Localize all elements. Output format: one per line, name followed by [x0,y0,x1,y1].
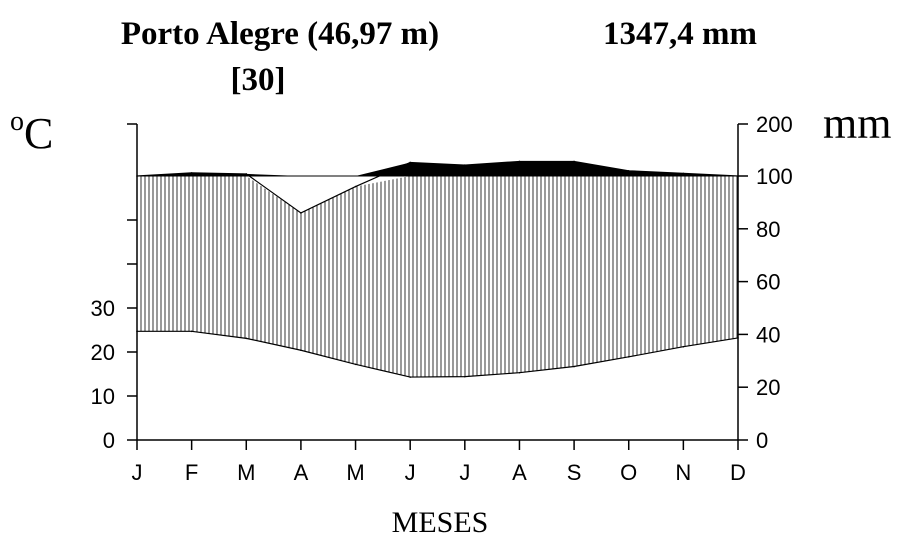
precipitation-point-8 [518,160,521,163]
plot-area: 0 10 20 30 0 20 40 60 80 100 200 J F M A M J J A S O N D [91,112,793,485]
precipitation-point-7 [464,164,466,166]
right-axis-unit: mm [823,99,891,148]
temperature-point-5 [354,363,357,366]
month-label: A [294,460,309,485]
left-axis-unit: oC [10,106,53,158]
month-label: A [512,460,527,485]
superhumid-period-fill [137,161,738,176]
precipitation-point-5 [354,185,357,188]
right-tick-label: 20 [756,375,780,400]
right-tick-label: 0 [756,428,768,453]
temperature-point-10 [627,356,630,358]
right-tick-label: 100 [756,164,793,189]
right-tick-label: 40 [756,322,780,347]
chart-subtitle: [30] [231,62,286,98]
annual-precipitation: 1347,4 mm [603,16,757,52]
right-tick-label: 60 [756,270,780,295]
month-label: J [405,460,416,485]
month-label: J [132,460,143,485]
left-tick-label: 20 [91,340,115,365]
precipitation-point-10 [627,170,630,172]
precipitation-line [136,160,739,214]
month-label: F [185,460,198,485]
month-label: J [459,460,470,485]
month-label: S [567,460,582,485]
x-axis-label: MESES [392,506,489,536]
month-label: M [237,460,255,485]
right-tick-label: 200 [756,112,793,137]
left-tick-label: 0 [103,428,115,453]
temperature-point-11 [682,345,685,348]
precipitation-point-4 [300,212,302,214]
temperature-line [137,330,739,378]
month-label: D [730,460,746,485]
temperature-point-7 [464,375,466,378]
temperature-point-4 [300,349,302,352]
precipitation-point-9 [573,160,575,163]
temperature-point-8 [518,371,521,374]
humid-period-hatch [137,176,738,378]
temperature-point-6 [409,376,411,378]
left-tick-label: 30 [91,296,115,321]
chart-title: Porto Alegre (46,97 m) [121,16,439,52]
left-tick-label: 10 [91,384,115,409]
month-label: N [675,460,691,485]
month-label: O [620,460,637,485]
precipitation-point-11 [682,172,685,175]
right-tick-label: 80 [756,217,780,242]
precipitation-point-6 [409,161,411,164]
temperature-point-2 [190,330,193,333]
temperature-point-9 [573,365,575,368]
temperature-point-3 [245,337,248,340]
month-label: M [346,460,364,485]
precipitation-point-3 [245,173,248,175]
precipitation-point-2 [190,172,193,174]
